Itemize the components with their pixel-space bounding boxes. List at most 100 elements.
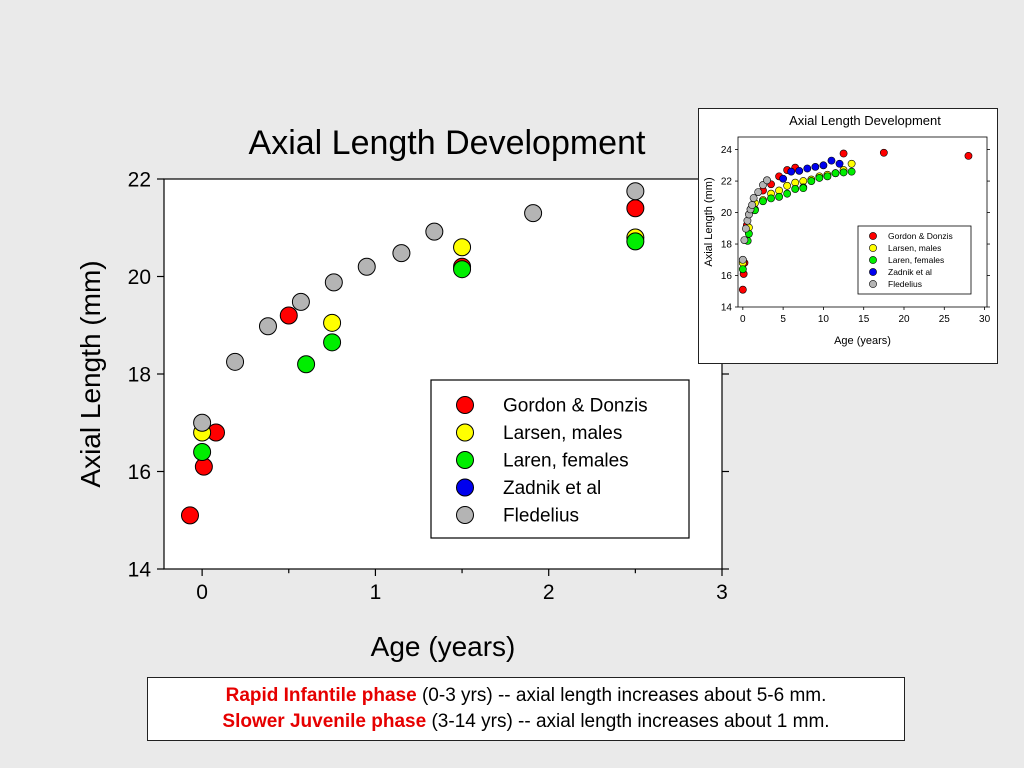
inset-legend-marker [869, 268, 877, 276]
main-legend-label: Larsen, males [503, 423, 622, 444]
inset-data-point-series-3 [795, 166, 804, 175]
inset-data-point-series-2 [775, 192, 783, 201]
main-y-tick-label: 14 [128, 558, 152, 581]
main-legend-marker [456, 423, 474, 442]
inset-legend-label: Larsen, males [888, 243, 941, 253]
inset-data-point-series-2 [799, 184, 808, 193]
caption-line-2-highlight: Slower Juvenile phase [222, 711, 427, 732]
inset-data-point-series-1 [847, 159, 856, 168]
caption-line-1-text: (0-3 yrs) -- axial length increases abou… [416, 685, 827, 706]
inset-data-point-series-3 [819, 161, 828, 170]
inset-data-point-series-0 [879, 148, 888, 157]
inset-x-tick-label: 10 [818, 314, 830, 325]
inset-chart-title: Axial Length Development [789, 113, 941, 128]
main-chart: Axial Length Development 14 16 18 20 22 0 1 2 3 Ag… [75, 124, 729, 662]
main-y-tick-label: 16 [128, 461, 151, 484]
main-data-point-series-2 [297, 355, 316, 374]
main-data-point-series-4 [392, 244, 411, 263]
inset-data-point-series-4 [754, 188, 763, 196]
inset-data-point-series-4 [738, 255, 747, 264]
inset-data-point-series-3 [779, 174, 788, 183]
main-data-point-series-2 [323, 333, 342, 352]
main-legend-label: Gordon & Donzis [503, 396, 648, 417]
main-legend-label: Fledelius [503, 506, 579, 527]
inset-data-point-series-3 [827, 156, 836, 165]
inset-legend-marker [869, 244, 877, 252]
main-legend-label: Laren, females [503, 451, 629, 472]
caption-line-2-text: (3-14 yrs) -- axial length increases abo… [426, 711, 830, 732]
main-legend-label: Zadnik et al [503, 478, 601, 499]
inset-y-tick-label: 14 [721, 303, 733, 314]
caption-box: Rapid Infantile phase (0-3 yrs) -- axial… [147, 677, 905, 741]
main-y-tick-label: 20 [128, 266, 151, 289]
inset-legend-label: Zadnik et al [888, 267, 932, 277]
inset-y-tick-label: 16 [721, 271, 733, 282]
inset-data-point-series-2 [738, 265, 747, 274]
inset-data-point-series-0 [964, 151, 973, 160]
inset-data-point-series-2 [839, 168, 848, 177]
caption-line-1: Rapid Infantile phase (0-3 yrs) -- axial… [226, 683, 827, 709]
inset-data-point-series-4 [748, 201, 757, 209]
inset-y-tick-label: 20 [721, 208, 733, 219]
main-data-point-series-4 [357, 257, 376, 276]
main-data-point-series-2 [626, 232, 645, 251]
main-data-point-series-4 [324, 273, 343, 292]
inset-y-axis-label: Axial Length (mm) [703, 177, 715, 266]
inset-data-point-series-4 [749, 194, 758, 202]
main-chart-title: Axial Length Development [249, 124, 646, 162]
inset-data-point-series-2 [783, 189, 792, 198]
inset-data-point-series-4 [743, 216, 752, 225]
inset-data-point-series-2 [823, 172, 832, 181]
inset-data-point-series-3 [835, 159, 844, 168]
inset-x-tick-label: 20 [898, 314, 910, 325]
inset-legend-label: Laren, females [888, 255, 944, 265]
inset-chart-panel: Axial Length Development 14 16 18 20 22 24 0 5 10… [698, 108, 998, 364]
inset-data-point-series-2 [831, 169, 840, 178]
inset-data-point-series-0 [738, 285, 747, 294]
inset-data-point-series-2 [815, 174, 824, 182]
main-x-tick-label: 0 [196, 581, 208, 604]
main-data-point-series-0 [279, 306, 298, 325]
caption-line-1-highlight: Rapid Infantile phase [225, 685, 417, 706]
inset-legend-marker [869, 280, 877, 288]
main-data-point-series-4 [193, 413, 212, 432]
main-data-point-series-4 [626, 182, 645, 201]
main-x-tick-label: 3 [716, 581, 728, 604]
inset-data-point-series-3 [811, 163, 820, 171]
main-x-tick-label: 2 [543, 581, 555, 604]
inset-x-axis-label: Age (years) [834, 335, 891, 347]
inset-data-point-series-2 [767, 194, 775, 203]
inset-legend-label: Gordon & Donzis [888, 231, 953, 241]
inset-data-point-series-2 [791, 185, 800, 193]
main-data-point-series-2 [193, 443, 212, 461]
main-y-tick-label: 18 [128, 363, 151, 386]
main-data-point-series-4 [291, 292, 310, 311]
inset-legend-marker [869, 232, 877, 240]
inset-data-point-series-2 [759, 197, 767, 206]
main-legend-marker [456, 451, 474, 469]
main-data-point-series-4 [425, 222, 444, 241]
inset-data-point-series-4 [763, 176, 771, 185]
inset-data-point-series-4 [741, 224, 750, 233]
inset-data-point-series-3 [803, 164, 812, 173]
inset-x-tick-label: 15 [858, 314, 870, 325]
inset-legend-label: Fledelius [888, 279, 922, 289]
inset-data-point-series-4 [740, 236, 749, 245]
inset-data-point-series-0 [839, 149, 848, 158]
main-data-point-series-2 [453, 260, 472, 279]
main-data-point-series-4 [226, 352, 245, 371]
main-y-tick-label: 22 [128, 168, 151, 191]
inset-legend-marker [869, 256, 877, 264]
inset-y-tick-label: 24 [721, 145, 733, 156]
main-y-axis-label: Axial Length (mm) [75, 260, 106, 487]
main-data-point-series-4 [524, 204, 543, 223]
main-data-point-series-0 [180, 506, 199, 525]
inset-data-point-series-2 [807, 177, 816, 185]
inset-x-tick-label: 0 [740, 314, 746, 325]
inset-data-point-series-2 [847, 167, 856, 176]
inset-data-point-series-1 [783, 181, 792, 190]
main-data-point-series-1 [323, 313, 342, 332]
main-legend-marker [456, 478, 474, 497]
inset-y-tick-label: 22 [721, 177, 733, 188]
main-data-point-series-1 [453, 238, 472, 257]
